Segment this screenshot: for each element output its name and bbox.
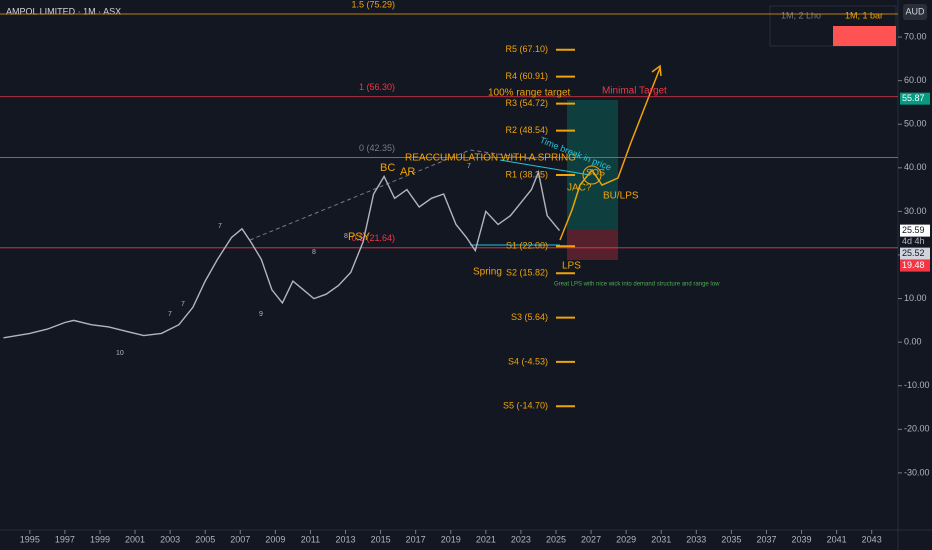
x-tick-label: 2023 bbox=[511, 534, 531, 544]
x-tick-label: 2037 bbox=[756, 534, 776, 544]
price-line bbox=[3, 169, 561, 339]
annotation: 7 bbox=[218, 223, 222, 230]
annotation: 9 bbox=[259, 311, 263, 318]
x-tick-label: 2009 bbox=[265, 534, 285, 544]
pivot-label: S5 (-14.70) bbox=[503, 401, 548, 411]
pivot-label: S2 (15.82) bbox=[506, 268, 548, 278]
x-tick-label: 2027 bbox=[581, 534, 601, 544]
annotation: 7 bbox=[467, 163, 471, 170]
annotation: Minimal Target bbox=[602, 86, 667, 97]
currency[interactable]: AUD bbox=[905, 6, 925, 16]
toolbar-cell bbox=[833, 26, 896, 46]
y-tick-label: -20.00 bbox=[904, 424, 930, 434]
projection-arrow bbox=[651, 64, 662, 77]
x-tick-label: 2021 bbox=[476, 534, 496, 544]
annotation: SOS bbox=[586, 167, 605, 177]
fib-label: 1.5 (75.29) bbox=[351, 0, 395, 9]
y-tick-label: -30.00 bbox=[904, 467, 930, 477]
countdown: 4d 4h bbox=[902, 236, 925, 246]
y-tick-label: 70.00 bbox=[904, 31, 927, 41]
x-tick-label: 2013 bbox=[336, 534, 356, 544]
x-tick-label: 1995 bbox=[20, 534, 40, 544]
price-tag-label: 25.52 bbox=[902, 248, 925, 258]
x-tick-label: 2007 bbox=[230, 534, 250, 544]
x-tick-label: 2039 bbox=[792, 534, 812, 544]
annotation: 100% range target bbox=[488, 88, 571, 99]
price-tag bbox=[900, 259, 930, 272]
pivot-label: S1 (22.00) bbox=[506, 241, 548, 251]
pivot-label: R2 (48.54) bbox=[505, 125, 548, 135]
toolbar-label: 1M, 1 bar bbox=[845, 10, 883, 20]
annotation: JAC? bbox=[567, 183, 592, 194]
x-tick-label: 2003 bbox=[160, 534, 180, 544]
annotation: 8 bbox=[312, 249, 316, 256]
fib-label: 0.5 (21.64) bbox=[351, 233, 395, 243]
toolbar-label: 1M, 2 Lho bbox=[781, 10, 821, 20]
currency-box[interactable] bbox=[903, 4, 927, 20]
pivot-label: R4 (60.91) bbox=[505, 71, 548, 81]
annotation: BU/LPS bbox=[603, 191, 639, 202]
x-tick-label: 2015 bbox=[371, 534, 391, 544]
y-tick-label: 10.00 bbox=[904, 293, 927, 303]
x-tick-label: 1997 bbox=[55, 534, 75, 544]
annotation: REACCUMULATION WITH A SPRING bbox=[405, 153, 576, 164]
x-tick-label: 2041 bbox=[827, 534, 847, 544]
x-tick-label: 2043 bbox=[862, 534, 882, 544]
pivot-label: R3 (54.72) bbox=[505, 98, 548, 108]
annotation: LPS bbox=[562, 261, 581, 272]
x-tick-label: 2035 bbox=[721, 534, 741, 544]
price-tag-label: 19.48 bbox=[902, 260, 925, 270]
y-tick-label: -10.00 bbox=[904, 380, 930, 390]
symbol-title: AMPOL LIMITED · 1M · ASX bbox=[6, 6, 121, 16]
price-tag bbox=[900, 247, 930, 260]
trend-dashed bbox=[249, 149, 541, 241]
pivot-label: S4 (-4.53) bbox=[508, 356, 548, 366]
sos-circle bbox=[582, 165, 602, 185]
price-tag-label: 55.87 bbox=[902, 93, 925, 103]
x-tick-label: 2005 bbox=[195, 534, 215, 544]
x-tick-label: 2017 bbox=[406, 534, 426, 544]
annotation: AR bbox=[400, 166, 415, 178]
annotation: 8 bbox=[344, 233, 348, 240]
y-tick-label: 0.00 bbox=[904, 337, 922, 347]
stop-zone bbox=[567, 230, 618, 260]
annotation: 10 bbox=[116, 350, 124, 357]
x-tick-label: 2011 bbox=[301, 534, 320, 544]
price-tag bbox=[900, 92, 930, 105]
target-zone bbox=[567, 100, 618, 230]
annotation: BC bbox=[380, 162, 395, 174]
pivot-label: R5 (67.10) bbox=[505, 44, 548, 54]
annotation: Great LPS with nice wick into demand str… bbox=[554, 282, 720, 288]
x-tick-label: 1999 bbox=[90, 534, 110, 544]
pivot-label: S3 (5.64) bbox=[511, 312, 548, 322]
projection-path bbox=[559, 67, 661, 241]
y-tick-label: 30.00 bbox=[904, 206, 927, 216]
fib-label: 1 (56.30) bbox=[359, 82, 395, 92]
annotation: PSY bbox=[348, 231, 371, 243]
x-tick-label: 2001 bbox=[125, 534, 145, 544]
pivot-label: R1 (38.35) bbox=[505, 169, 548, 179]
annotation: 7 bbox=[168, 311, 172, 318]
price-tag bbox=[900, 224, 930, 237]
x-tick-label: 2031 bbox=[651, 534, 671, 544]
price-tag-label: 25.59 bbox=[902, 225, 925, 235]
x-tick-label: 2033 bbox=[686, 534, 706, 544]
y-tick-label: 60.00 bbox=[904, 75, 927, 85]
y-tick-label: 50.00 bbox=[904, 119, 927, 129]
fib-label: 0 (42.35) bbox=[359, 143, 395, 153]
x-tick-label: 2019 bbox=[441, 534, 461, 544]
annotation: Spring bbox=[473, 267, 502, 278]
y-tick-label: 40.00 bbox=[904, 162, 927, 172]
time-break-line bbox=[499, 159, 591, 176]
annotation: 7 bbox=[181, 301, 185, 308]
x-tick-label: 2029 bbox=[616, 534, 636, 544]
x-tick-label: 2025 bbox=[546, 534, 566, 544]
